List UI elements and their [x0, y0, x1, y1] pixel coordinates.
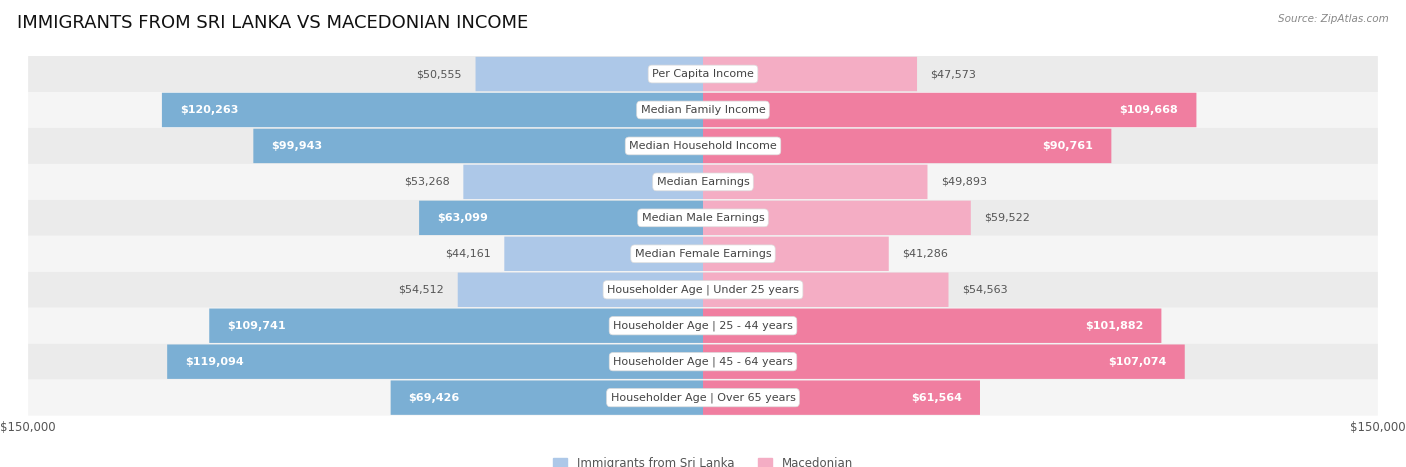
Text: $119,094: $119,094: [186, 357, 243, 367]
Text: $59,522: $59,522: [984, 213, 1031, 223]
FancyBboxPatch shape: [419, 201, 703, 235]
FancyBboxPatch shape: [475, 57, 703, 91]
FancyBboxPatch shape: [703, 237, 889, 271]
Text: $41,286: $41,286: [903, 249, 948, 259]
Text: Median Female Earnings: Median Female Earnings: [634, 249, 772, 259]
FancyBboxPatch shape: [28, 164, 1378, 200]
Text: $44,161: $44,161: [446, 249, 491, 259]
Text: $47,573: $47,573: [931, 69, 976, 79]
Text: $49,893: $49,893: [941, 177, 987, 187]
Text: Median Household Income: Median Household Income: [628, 141, 778, 151]
Text: Median Earnings: Median Earnings: [657, 177, 749, 187]
Text: $50,555: $50,555: [416, 69, 463, 79]
FancyBboxPatch shape: [703, 273, 949, 307]
Text: $109,668: $109,668: [1119, 105, 1178, 115]
Text: Median Male Earnings: Median Male Earnings: [641, 213, 765, 223]
Text: $69,426: $69,426: [409, 393, 460, 403]
Text: $53,268: $53,268: [404, 177, 450, 187]
Text: Median Family Income: Median Family Income: [641, 105, 765, 115]
FancyBboxPatch shape: [703, 345, 1185, 379]
Text: Householder Age | Over 65 years: Householder Age | Over 65 years: [610, 392, 796, 403]
Text: $61,564: $61,564: [911, 393, 962, 403]
FancyBboxPatch shape: [28, 308, 1378, 344]
FancyBboxPatch shape: [703, 57, 917, 91]
Text: $54,512: $54,512: [398, 285, 444, 295]
FancyBboxPatch shape: [162, 93, 703, 127]
FancyBboxPatch shape: [458, 273, 703, 307]
Text: $101,882: $101,882: [1085, 321, 1143, 331]
FancyBboxPatch shape: [703, 381, 980, 415]
Text: Householder Age | 25 - 44 years: Householder Age | 25 - 44 years: [613, 320, 793, 331]
Text: Source: ZipAtlas.com: Source: ZipAtlas.com: [1278, 14, 1389, 24]
Legend: Immigrants from Sri Lanka, Macedonian: Immigrants from Sri Lanka, Macedonian: [548, 452, 858, 467]
FancyBboxPatch shape: [28, 236, 1378, 272]
FancyBboxPatch shape: [703, 165, 928, 199]
Text: $99,943: $99,943: [271, 141, 322, 151]
FancyBboxPatch shape: [464, 165, 703, 199]
FancyBboxPatch shape: [391, 381, 703, 415]
Text: Per Capita Income: Per Capita Income: [652, 69, 754, 79]
FancyBboxPatch shape: [167, 345, 703, 379]
Text: Householder Age | 45 - 64 years: Householder Age | 45 - 64 years: [613, 356, 793, 367]
FancyBboxPatch shape: [703, 309, 1161, 343]
Text: $107,074: $107,074: [1108, 357, 1167, 367]
Text: $63,099: $63,099: [437, 213, 488, 223]
FancyBboxPatch shape: [703, 201, 970, 235]
Text: IMMIGRANTS FROM SRI LANKA VS MACEDONIAN INCOME: IMMIGRANTS FROM SRI LANKA VS MACEDONIAN …: [17, 14, 529, 32]
FancyBboxPatch shape: [253, 129, 703, 163]
Text: Householder Age | Under 25 years: Householder Age | Under 25 years: [607, 284, 799, 295]
FancyBboxPatch shape: [28, 344, 1378, 380]
FancyBboxPatch shape: [209, 309, 703, 343]
FancyBboxPatch shape: [28, 128, 1378, 164]
FancyBboxPatch shape: [505, 237, 703, 271]
FancyBboxPatch shape: [28, 272, 1378, 308]
Text: $54,563: $54,563: [962, 285, 1008, 295]
FancyBboxPatch shape: [28, 92, 1378, 128]
FancyBboxPatch shape: [28, 380, 1378, 416]
Text: $109,741: $109,741: [228, 321, 285, 331]
Text: $120,263: $120,263: [180, 105, 238, 115]
FancyBboxPatch shape: [703, 93, 1197, 127]
FancyBboxPatch shape: [703, 129, 1111, 163]
Text: $90,761: $90,761: [1042, 141, 1094, 151]
FancyBboxPatch shape: [28, 200, 1378, 236]
FancyBboxPatch shape: [28, 56, 1378, 92]
